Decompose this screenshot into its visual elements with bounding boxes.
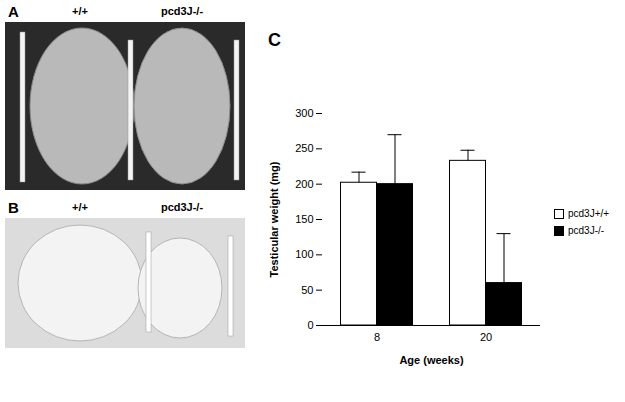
svg-text:pcd3J-/-: pcd3J-/-	[161, 5, 204, 17]
html-text:pcd3J+/+: pcd3J+/+	[568, 208, 610, 219]
svg-text:50: 50	[301, 284, 313, 296]
svg-text:250: 250	[295, 142, 313, 154]
html-text:pcd3J-/-: pcd3J-/-	[568, 225, 605, 236]
html-text:C: C	[268, 30, 281, 50]
svg-text:pcd3J-/-: pcd3J-/-	[161, 201, 204, 213]
svg-text:8: 8	[374, 331, 380, 343]
svg-text:A: A	[8, 3, 19, 20]
svg-text:20: 20	[480, 331, 492, 343]
svg-text:+/+: +/+	[72, 5, 88, 17]
svg-text:200: 200	[295, 178, 313, 190]
svg-text:300: 300	[295, 107, 313, 119]
svg-text:100: 100	[295, 248, 313, 260]
svg-text:Testicular weight (mg): Testicular weight (mg)	[268, 161, 280, 277]
svg-text:+/+: +/+	[72, 201, 88, 213]
svg-text:Age (weeks): Age (weeks)	[399, 354, 464, 366]
svg-text:B: B	[8, 199, 19, 216]
svg-text:0: 0	[307, 319, 313, 331]
svg-text:150: 150	[295, 213, 313, 225]
